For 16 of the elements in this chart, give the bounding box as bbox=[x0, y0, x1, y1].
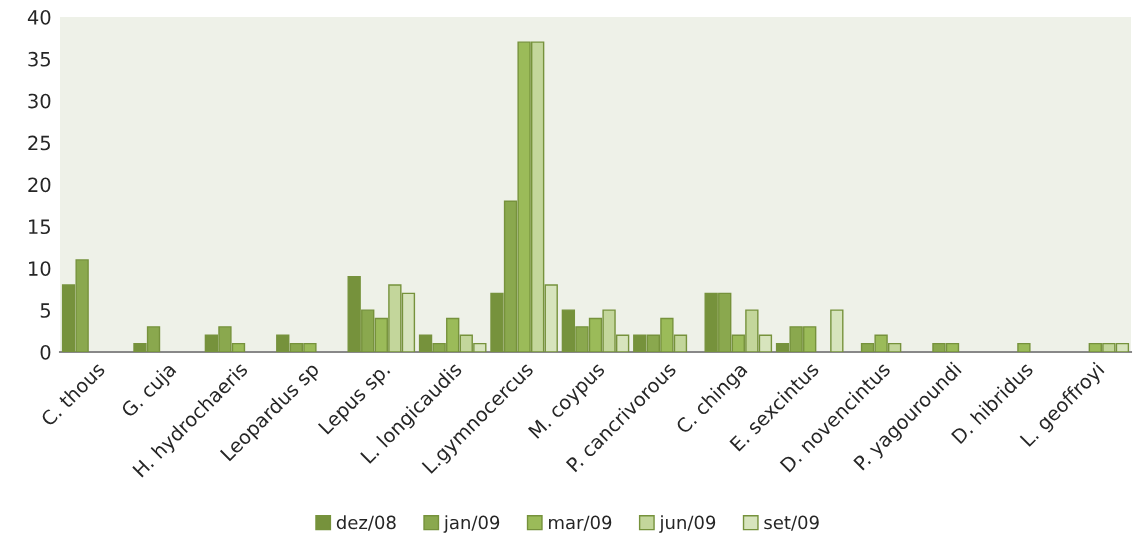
legend-label: set/09 bbox=[764, 515, 819, 531]
y-tick-label: 20 bbox=[28, 177, 51, 193]
legend-label: mar/09 bbox=[549, 515, 612, 531]
legend-label: dez/08 bbox=[336, 515, 396, 531]
y-tick-label: 0 bbox=[40, 344, 51, 360]
y-tick-label: 30 bbox=[28, 93, 51, 109]
bar bbox=[830, 309, 844, 352]
bar bbox=[1017, 342, 1031, 352]
y-tick-label: 25 bbox=[28, 135, 50, 151]
y-tick-label: 35 bbox=[28, 51, 50, 67]
y-tick-label: 10 bbox=[29, 261, 51, 276]
y-tick-label: 15 bbox=[29, 219, 50, 235]
y-tick-label: 40 bbox=[27, 9, 51, 25]
legend-label: jan/09 bbox=[443, 515, 500, 533]
y-tick-label: 5 bbox=[40, 303, 50, 318]
legend-label: jun/09 bbox=[659, 515, 716, 533]
